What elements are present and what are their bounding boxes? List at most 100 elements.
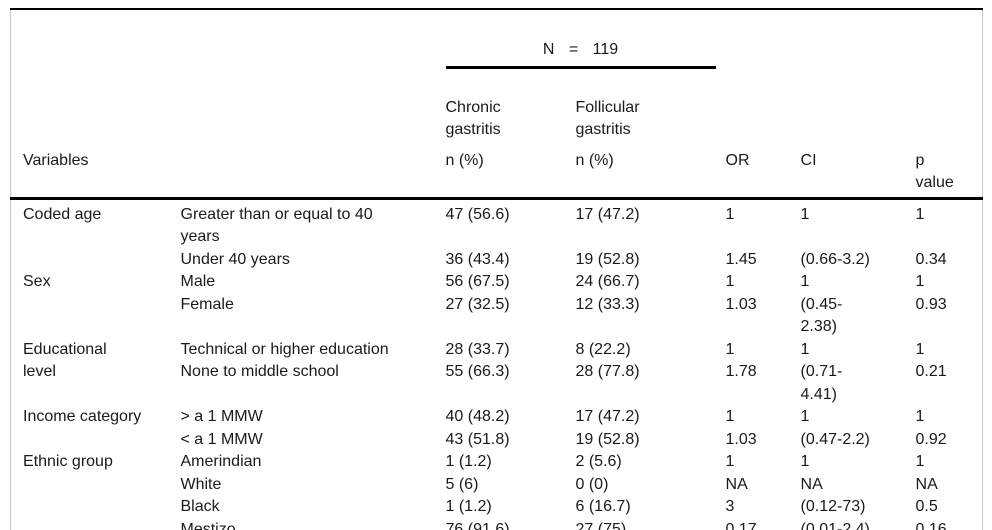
cell-or: 3: [725, 498, 735, 515]
table-row: Ethnic group Amerindian 1 (1.2) 2 (5.6) …: [11, 451, 983, 474]
table-row: Female 27 (32.5) 12 (33.3) 1.03 (0.45- 2…: [11, 294, 983, 339]
cell-ci: 1: [800, 408, 810, 425]
cell-or: 1.03: [725, 430, 757, 448]
cell-chronic-n: 76 (91.6): [445, 520, 510, 530]
cell-follicular-n: 17 (47.2): [575, 408, 640, 425]
cell-ci: (0.66-3.2): [800, 250, 870, 268]
cell-or: 1.03: [725, 295, 757, 313]
group-header-row: Chronic gastritis Follicular gastritis: [11, 92, 983, 142]
column-header-variables: Variables: [10, 141, 181, 200]
cell-p: 0.93: [915, 295, 947, 313]
cell-variable: Income category: [23, 408, 142, 425]
cell-follicular-n: 8 (22.2): [575, 340, 631, 358]
spacer-cell: [726, 9, 983, 92]
cell-or: NA: [725, 475, 748, 493]
cell-category: Greater than or equal to 40 years: [180, 205, 373, 246]
cell-p: 0.34: [915, 250, 947, 268]
column-header-follicular-n-pct: n (%): [575, 141, 726, 200]
cell-or: 1: [725, 273, 735, 290]
cell-p: 1: [915, 273, 925, 290]
column-header-follicular-gastritis: Follicular gastritis: [575, 98, 640, 139]
cell-ci: (0.01-2.4): [800, 520, 870, 530]
cell-p: 1: [915, 205, 925, 223]
cell-follicular-n: 19 (52.8): [575, 430, 640, 448]
cell-category: > a 1 MMW: [180, 408, 263, 425]
cell-follicular-n: 17 (47.2): [575, 205, 640, 223]
n-header-row: N = 119: [11, 9, 983, 92]
cell-category: Male: [180, 273, 216, 290]
cell-chronic-n: 27 (32.5): [445, 295, 510, 313]
cell-category: White: [180, 475, 222, 493]
cell-ci: (0.45- 2.38): [800, 295, 843, 336]
cell-follicular-n: 0 (0): [575, 475, 609, 493]
n-total-rule: N = 119: [445, 33, 716, 69]
cell-chronic-n: 55 (66.3): [445, 363, 510, 380]
cell-ci: (0.47-2.2): [800, 430, 870, 448]
column-header-or: OR: [725, 141, 801, 200]
cell-p: NA: [915, 475, 938, 493]
cell-p: 0.92: [915, 430, 947, 448]
cell-or: 0.17: [725, 520, 757, 530]
cell-or: 1.78: [725, 363, 757, 380]
cell-category: Under 40 years: [180, 250, 290, 268]
spacer-cell: [726, 92, 983, 142]
cell-variable: Educational level: [23, 340, 107, 381]
cell-p: 1: [915, 408, 925, 425]
column-header-chronic-n-pct: n (%): [445, 141, 576, 200]
cell-p: 0.5: [915, 498, 938, 515]
column-header-row: Variables n (%) n (%) OR CI p value: [10, 141, 983, 200]
cell-variable: Ethnic group: [23, 453, 113, 470]
cell-chronic-n: 28 (33.7): [445, 340, 510, 358]
cell-ci: 1: [800, 340, 810, 358]
cell-chronic-n: 47 (56.6): [445, 205, 510, 223]
cell-or: 1: [725, 340, 735, 358]
table-row: Income category > a 1 MMW 40 (48.2) 17 (…: [11, 406, 983, 429]
cell-p: 1: [915, 453, 925, 470]
table-body: Coded age Greater than or equal to 40 ye…: [11, 198, 983, 530]
cell-or: 1: [725, 205, 735, 223]
cell-follicular-n: 19 (52.8): [575, 250, 640, 268]
cell-follicular-n: 24 (66.7): [575, 273, 640, 290]
cell-ci: 1: [800, 273, 810, 290]
cell-category: Female: [180, 295, 234, 313]
cell-chronic-n: 40 (48.2): [445, 408, 510, 425]
table-row: White 5 (6) 0 (0) NA NA NA: [11, 474, 983, 497]
table-row: None to middle school 55 (66.3) 28 (77.8…: [11, 361, 983, 406]
table-row: Mestizo 76 (91.6) 27 (75) 0.17 (0.01-2.4…: [11, 519, 983, 530]
cell-p: 0.21: [915, 363, 947, 380]
cell-category: Black: [180, 498, 220, 515]
cell-category: Amerindian: [180, 453, 262, 470]
cell-follicular-n: 6 (16.7): [575, 498, 631, 515]
spacer-cell: [11, 9, 446, 92]
cell-chronic-n: 56 (67.5): [445, 273, 510, 290]
cell-chronic-n: 1 (1.2): [445, 453, 492, 470]
cell-ci: NA: [800, 475, 823, 493]
odds-ratio-table: N = 119 Chronic gastritis Follicular gas…: [10, 8, 984, 530]
cell-chronic-n: 36 (43.4): [445, 250, 510, 268]
table-header: N = 119 Chronic gastritis Follicular gas…: [10, 9, 983, 200]
column-header-p-value: p value: [915, 141, 983, 200]
cell-variable: Coded age: [23, 205, 102, 223]
table-row: Under 40 years 36 (43.4) 19 (52.8) 1.45 …: [11, 249, 983, 272]
cell-category: Mestizo: [180, 520, 236, 530]
cell-ci: (0.71- 4.41): [800, 363, 843, 403]
cell-chronic-n: 43 (51.8): [445, 430, 510, 448]
cell-follicular-n: 12 (33.3): [575, 295, 640, 313]
cell-p: 0.16: [915, 520, 947, 530]
table-row: Sex Male 56 (67.5) 24 (66.7) 1 1 1: [11, 271, 983, 294]
n-total-label: N = 119: [542, 40, 619, 58]
table-row: < a 1 MMW 43 (51.8) 19 (52.8) 1.03 (0.47…: [11, 429, 983, 452]
cell-or: 1: [725, 408, 735, 425]
cell-category: Technical or higher education: [180, 340, 389, 358]
cell-variable: Sex: [23, 273, 51, 290]
cell-follicular-n: 2 (5.6): [575, 453, 622, 470]
cell-p: 1: [915, 340, 925, 358]
cell-follicular-n: 28 (77.8): [575, 363, 640, 380]
cell-category: None to middle school: [180, 363, 339, 380]
cell-ci: 1: [800, 453, 810, 470]
cell-category: < a 1 MMW: [180, 430, 263, 448]
table-row: Educational level Technical or higher ed…: [11, 339, 983, 381]
n-total-cell: N = 119: [445, 9, 726, 92]
table-row: Coded age Greater than or equal to 40 ye…: [11, 198, 983, 249]
